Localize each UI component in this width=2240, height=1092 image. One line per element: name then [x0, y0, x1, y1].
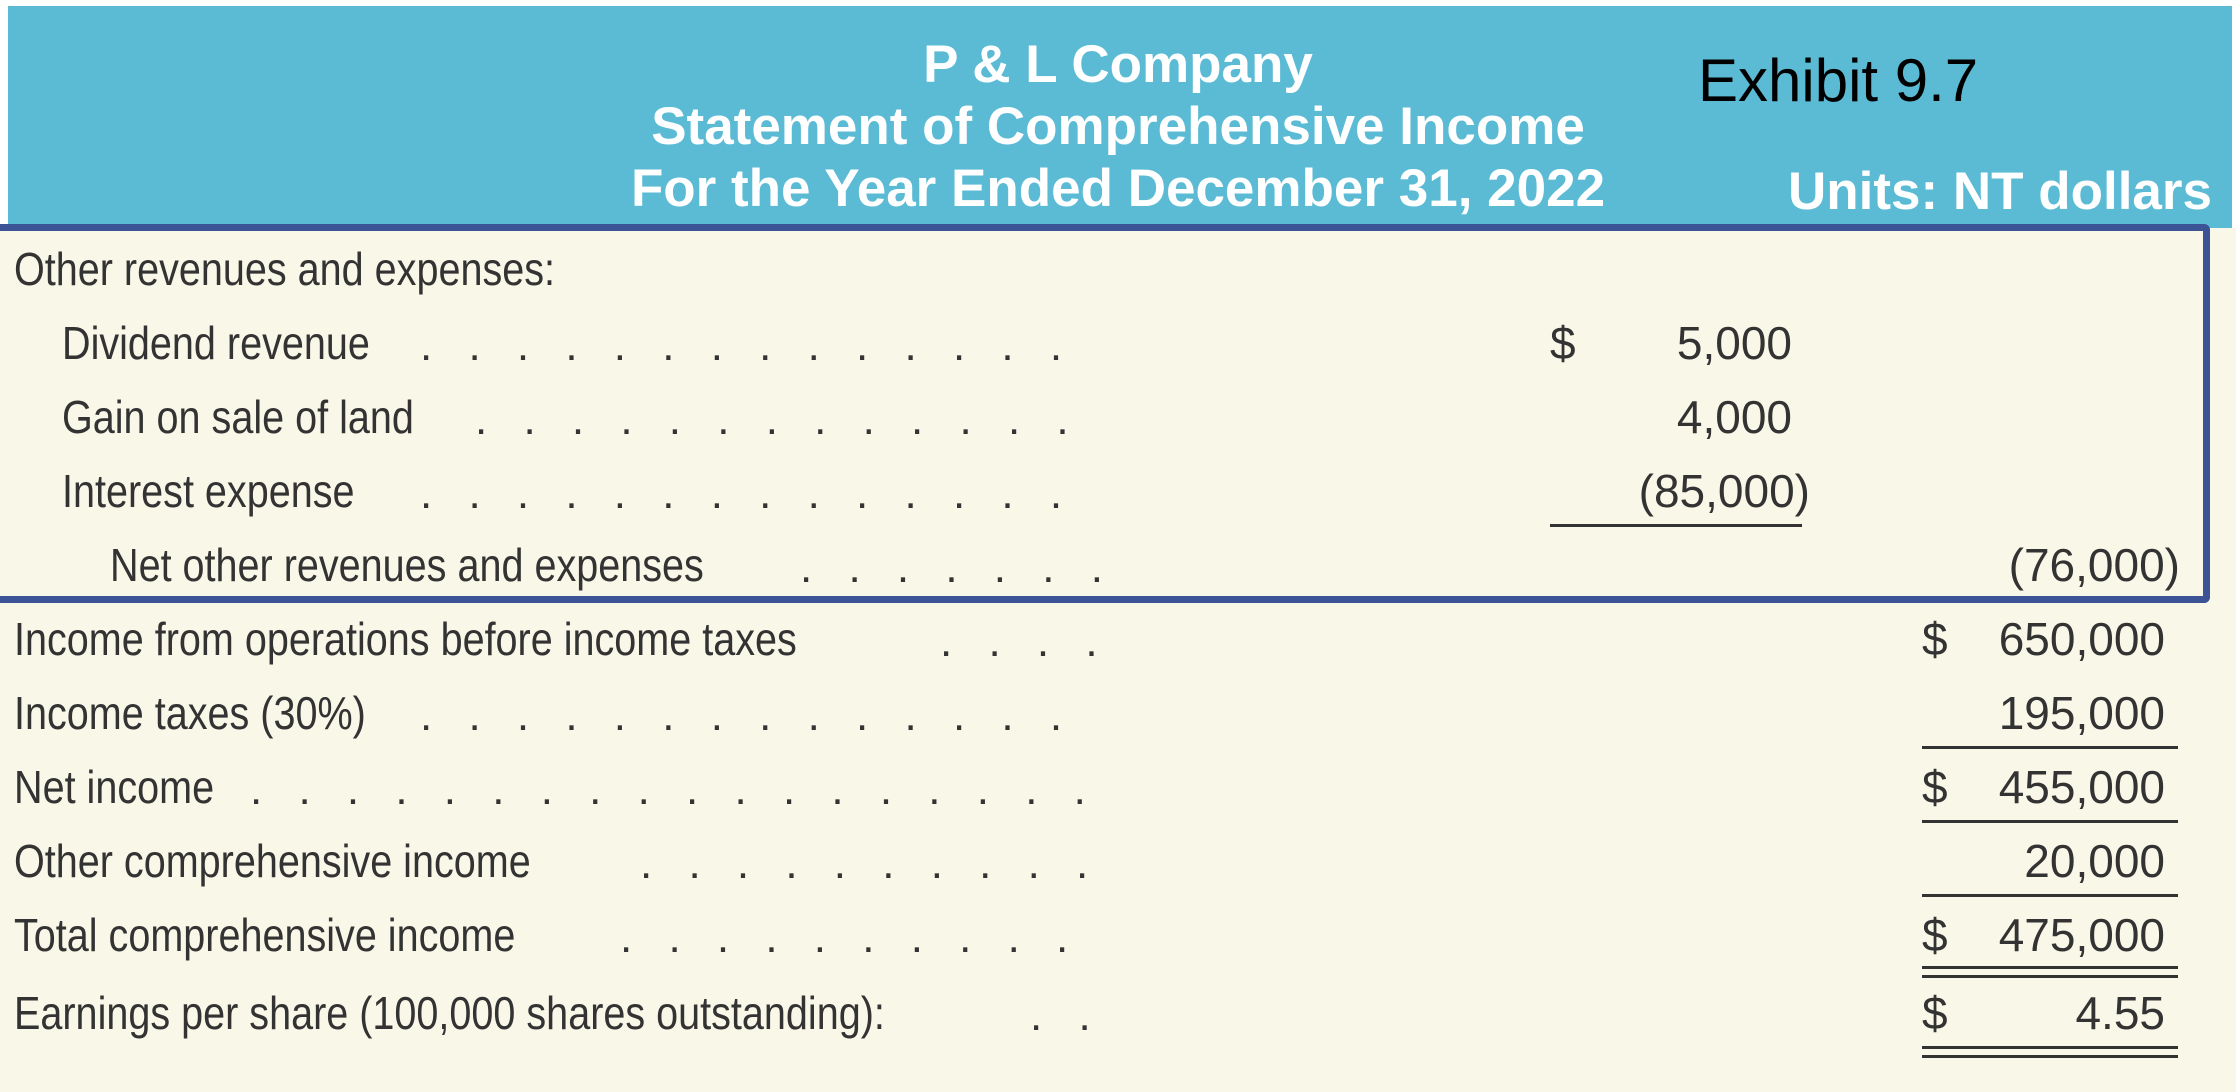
leader-dots: . . . . . . . . . . . . . . . . . . . . … — [640, 839, 1100, 888]
row-net-income: Net income . . . . . . . . . . . . . . .… — [0, 750, 2236, 824]
units-label: Units: NT dollars — [1787, 162, 2212, 221]
exhibit-label: Exhibit 9.7 — [1698, 47, 1979, 114]
row-label: Net other revenues and expenses — [110, 539, 704, 591]
currency-symbol: $ — [1550, 317, 1576, 369]
total: 475,000 — [1998, 909, 2165, 961]
amount: 4,000 — [1676, 391, 1792, 443]
total: (76,000) — [2008, 539, 2180, 591]
total: 650,000 — [1998, 613, 2165, 665]
double-rule — [1922, 966, 2178, 978]
row-dividend-revenue: Dividend revenue . . . . . . . . . . . .… — [0, 306, 2236, 380]
net-income-rule — [1922, 820, 2178, 823]
highlight-box — [0, 224, 2210, 603]
row-other-comprehensive-income: Other comprehensive income . . . . . . .… — [0, 824, 2236, 898]
row-interest-expense: Interest expense . . . . . . . . . . . .… — [0, 454, 2236, 528]
total: 195,000 — [1998, 687, 2165, 739]
row-net-other: Net other revenues and expenses . . . . … — [0, 528, 2236, 602]
company-name: P & L Company — [923, 35, 1313, 94]
leader-dots: . . . . . . . . . . . . . . . . . . . . … — [620, 913, 1100, 962]
amount: (85,000) — [1638, 465, 1810, 517]
row-income-taxes: Income taxes (30%) . . . . . . . . . . .… — [0, 676, 2236, 750]
row-earnings-per-share: Earnings per share (100,000 shares outst… — [0, 976, 2236, 1050]
statement-body — [0, 228, 2236, 1092]
row-income-before-taxes: Income from operations before income tax… — [0, 602, 2236, 676]
total: 4.55 — [2075, 987, 2165, 1039]
double-rule — [1922, 1046, 2178, 1058]
currency-symbol: $ — [1922, 909, 1948, 961]
currency-symbol: $ — [1922, 613, 1948, 665]
leader-dots: . . . . . . . . . . . . . . . . . . . . … — [800, 543, 1100, 592]
leader-dots: . . . . . . . . . . . . . . . . . . . . … — [475, 395, 1100, 444]
currency-symbol: $ — [1922, 987, 1948, 1039]
row-label: Dividend revenue — [62, 317, 370, 369]
subtotal-rule — [1922, 894, 2178, 897]
leader-dots: . . . . . . . . . . . . . . . . . . . . … — [420, 469, 1100, 518]
total: 20,000 — [2024, 835, 2165, 887]
row-label: Income from operations before income tax… — [14, 613, 797, 665]
currency-symbol: $ — [1922, 761, 1948, 813]
row-label: Earnings per share (100,000 shares outst… — [14, 987, 885, 1039]
row-label: Gain on sale of land — [62, 391, 414, 443]
subtotal-rule — [1550, 524, 1802, 527]
statement-header: P & L Company Statement of Comprehensive… — [8, 6, 2232, 228]
row-label: Interest expense — [62, 465, 355, 517]
leader-dots: . . . . . . . . . . . . . . . . . . . . … — [940, 617, 1100, 666]
row-label: Total comprehensive income — [14, 909, 516, 961]
row-label: Income taxes (30%) — [14, 687, 366, 739]
row-gain-on-sale-of-land: Gain on sale of land . . . . . . . . . .… — [0, 380, 2236, 454]
total: 455,000 — [1998, 761, 2165, 813]
amount: 5,000 — [1676, 317, 1792, 369]
leader-dots: . . . . . . . . . . . . . . . . . . . . … — [420, 321, 1100, 370]
row-total-comprehensive-income: Total comprehensive income . . . . . . .… — [0, 898, 2236, 972]
statement-title: Statement of Comprehensive Income — [651, 97, 1585, 156]
leader-dots: . . . . . . . . . . . . . . . . . . . . … — [250, 765, 1100, 814]
leader-dots: . . . . . . . . . . . . . . . . . . . . … — [420, 691, 1100, 740]
row-other-header: Other revenues and expenses: — [0, 232, 2236, 306]
row-label: Other comprehensive income — [14, 835, 531, 887]
row-label: Other revenues and expenses: — [14, 243, 556, 295]
statement-period: For the Year Ended December 31, 2022 — [630, 159, 1606, 218]
row-label: Net income — [14, 761, 215, 813]
subtotal-rule — [1922, 746, 2178, 749]
leader-dots: . . . — [1030, 991, 1110, 1040]
